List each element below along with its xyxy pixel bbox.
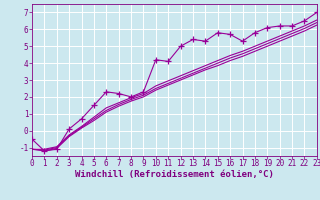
X-axis label: Windchill (Refroidissement éolien,°C): Windchill (Refroidissement éolien,°C) — [75, 170, 274, 179]
